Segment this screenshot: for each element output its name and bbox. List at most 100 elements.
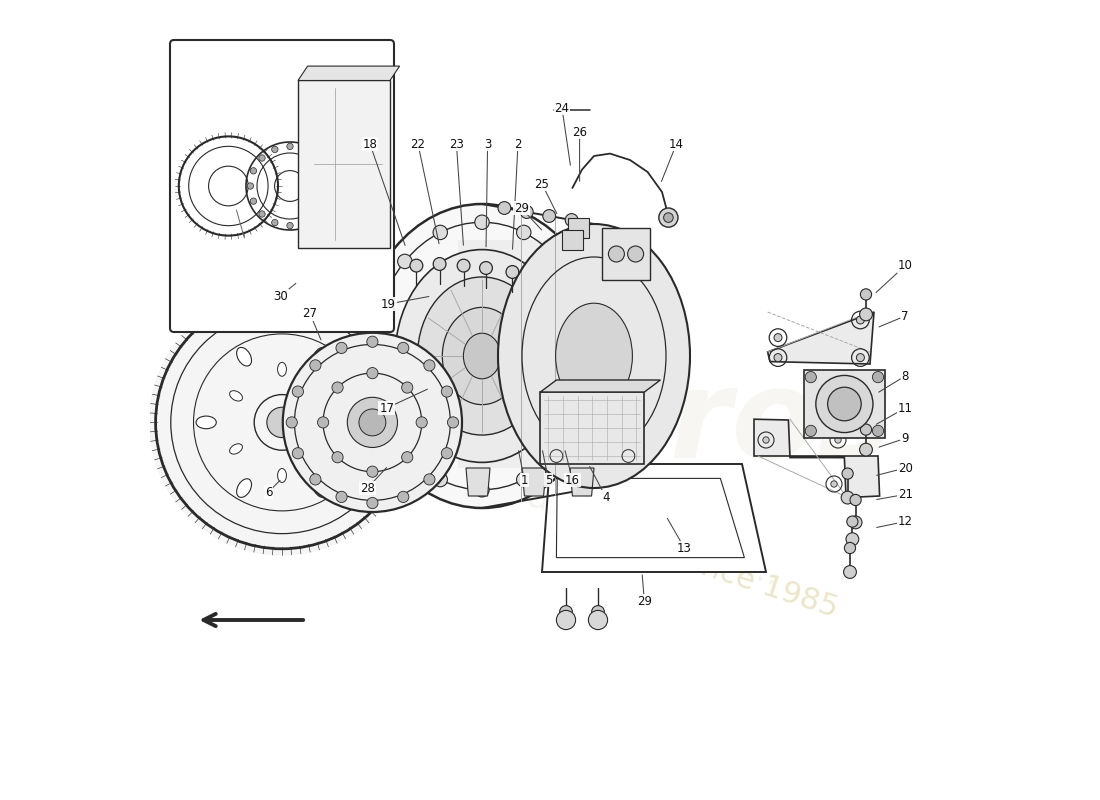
Circle shape (628, 246, 643, 262)
Circle shape (293, 386, 304, 397)
Circle shape (323, 198, 330, 204)
Circle shape (584, 349, 598, 363)
Circle shape (302, 219, 308, 226)
Circle shape (847, 516, 858, 527)
Circle shape (762, 437, 769, 443)
Text: 16: 16 (565, 474, 580, 486)
Circle shape (659, 208, 678, 227)
Polygon shape (466, 468, 490, 496)
Ellipse shape (395, 250, 569, 462)
Circle shape (520, 206, 534, 218)
FancyBboxPatch shape (170, 40, 394, 332)
Circle shape (448, 417, 459, 428)
Circle shape (872, 371, 883, 382)
Circle shape (250, 168, 256, 174)
Ellipse shape (236, 347, 252, 366)
Text: 29: 29 (637, 595, 652, 608)
Text: 5: 5 (544, 474, 552, 486)
Circle shape (332, 452, 343, 463)
Text: 23: 23 (449, 138, 464, 150)
Circle shape (845, 542, 856, 554)
Text: 2: 2 (515, 138, 521, 150)
Text: euros: euros (496, 363, 892, 485)
Text: 19: 19 (381, 298, 396, 310)
Polygon shape (562, 230, 583, 250)
Circle shape (283, 333, 462, 512)
Text: 29: 29 (514, 202, 529, 214)
Circle shape (498, 202, 510, 214)
Text: 27: 27 (302, 307, 318, 320)
Circle shape (374, 298, 388, 312)
Circle shape (348, 398, 397, 447)
Circle shape (286, 417, 297, 428)
Ellipse shape (348, 416, 369, 429)
Text: 3: 3 (484, 138, 492, 150)
Text: 4: 4 (603, 491, 609, 504)
Circle shape (480, 262, 493, 274)
Ellipse shape (442, 307, 521, 405)
Circle shape (315, 211, 321, 218)
Circle shape (872, 426, 883, 437)
Circle shape (398, 342, 409, 354)
Polygon shape (542, 464, 766, 572)
Text: 28: 28 (360, 482, 375, 494)
Circle shape (575, 400, 590, 414)
Text: 11: 11 (898, 402, 913, 414)
Circle shape (850, 494, 861, 506)
Circle shape (805, 371, 816, 382)
Circle shape (287, 222, 294, 229)
Circle shape (842, 468, 854, 479)
Circle shape (416, 417, 427, 428)
Circle shape (557, 610, 575, 630)
Polygon shape (602, 228, 650, 280)
Circle shape (859, 308, 872, 321)
Circle shape (424, 360, 434, 371)
Circle shape (475, 215, 490, 230)
Circle shape (402, 382, 412, 393)
Circle shape (846, 533, 859, 546)
Ellipse shape (418, 277, 547, 435)
Text: 12: 12 (898, 515, 913, 528)
Ellipse shape (321, 390, 334, 401)
Ellipse shape (236, 478, 252, 498)
Circle shape (560, 606, 572, 618)
Polygon shape (522, 468, 546, 496)
Circle shape (302, 146, 308, 153)
Text: 20: 20 (898, 462, 913, 474)
Circle shape (366, 336, 378, 347)
Text: a passion for...: a passion for... (524, 479, 784, 593)
Text: 6: 6 (265, 486, 272, 498)
Bar (804, 370, 884, 438)
Circle shape (588, 610, 607, 630)
Polygon shape (540, 392, 645, 464)
Circle shape (248, 182, 254, 190)
Text: since 1985: since 1985 (674, 545, 842, 623)
Circle shape (315, 154, 321, 161)
Circle shape (441, 448, 452, 459)
Text: 17: 17 (379, 402, 394, 414)
Circle shape (366, 466, 378, 478)
Circle shape (663, 213, 673, 222)
Circle shape (365, 349, 381, 363)
Polygon shape (754, 419, 880, 498)
Circle shape (506, 266, 519, 278)
Text: 25: 25 (535, 178, 549, 190)
Circle shape (424, 474, 434, 485)
Text: 1: 1 (520, 474, 528, 486)
Circle shape (150, 290, 415, 555)
Circle shape (332, 382, 343, 393)
Circle shape (517, 472, 531, 486)
Circle shape (774, 354, 782, 362)
Text: 21: 21 (898, 488, 913, 501)
Circle shape (258, 154, 265, 161)
Circle shape (258, 211, 265, 218)
Circle shape (287, 143, 294, 150)
Circle shape (433, 472, 448, 486)
Circle shape (857, 354, 865, 362)
Text: 26: 26 (572, 126, 587, 138)
Circle shape (805, 426, 816, 437)
Text: 18: 18 (363, 138, 377, 150)
Circle shape (336, 491, 348, 502)
Circle shape (816, 375, 873, 433)
Circle shape (293, 448, 304, 459)
